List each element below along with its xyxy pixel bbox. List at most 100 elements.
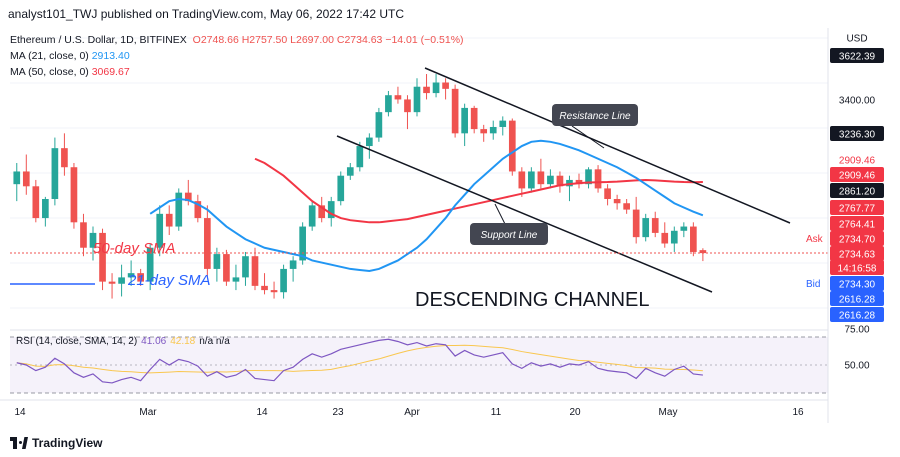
candle [42, 199, 49, 219]
candlesticks [13, 74, 707, 299]
time-tick: Apr [404, 407, 420, 418]
sma21-line [149, 139, 704, 273]
candle [270, 290, 278, 293]
price-label-timer: 14:16:58 [838, 264, 877, 275]
symbol-label: Ethereum / U.S. Dollar, 1D, BITFINEX [10, 34, 187, 46]
candle [613, 199, 621, 204]
candle [223, 254, 230, 282]
candle [99, 232, 106, 282]
candle [423, 86, 430, 94]
candle [508, 120, 516, 172]
candle [356, 146, 364, 168]
price-label-marker-bg [830, 126, 884, 141]
price-label-ask-bg [830, 231, 884, 246]
rsi-sma-value: 42.18 [170, 336, 195, 347]
resistance-callout [552, 104, 638, 126]
brand-name: TradingView [32, 436, 103, 450]
candle [594, 169, 602, 189]
candle [251, 256, 259, 286]
price-label-ma50-bg [830, 152, 884, 167]
ma21-label: MA (21, close, 0) [10, 50, 89, 62]
time-tick: 23 [332, 407, 344, 418]
rsi-label-text: RSI (14, close, SMA, 14, 2) [16, 336, 137, 347]
price-axis: 3622.39 USD 3400.00 3236.30 2909.46 2909.46 28… [806, 28, 884, 423]
candle [194, 201, 202, 219]
rsi-tick-75: 75.00 [844, 325, 869, 336]
candle [623, 203, 630, 210]
candle [289, 260, 297, 269]
candle [146, 247, 154, 282]
channel-title: DESCENDING CHANNEL [415, 289, 649, 311]
price-label-marker: 3236.30 [839, 130, 876, 141]
price-label-top: 3622.39 [839, 52, 876, 63]
candle [308, 205, 316, 227]
price-label-low-bg [830, 291, 884, 306]
candle [632, 209, 640, 238]
price-label-ask: 2734.70 [839, 235, 876, 246]
candle [204, 218, 211, 269]
price-label-ma50b: 2909.46 [839, 171, 876, 182]
time-tick: Mar [139, 407, 157, 418]
candle [51, 148, 59, 200]
candle [280, 268, 287, 293]
candle [156, 213, 164, 248]
candle [642, 218, 650, 238]
candle [680, 226, 688, 231]
candle [337, 175, 345, 202]
candle [651, 218, 659, 233]
candle [518, 171, 526, 189]
candle [575, 179, 583, 185]
sma21-label: 21-day SMA [127, 272, 211, 289]
candle [499, 120, 507, 127]
rsi-line [16, 338, 703, 384]
candle [108, 281, 116, 284]
candle [118, 277, 125, 284]
time-tick: 11 [491, 407, 502, 418]
support-line [336, 135, 713, 293]
candle [213, 254, 221, 269]
candle [699, 250, 707, 254]
price-label-bid-bg [830, 276, 884, 291]
chart-legend: Ethereum / U.S. Dollar, 1D, BITFINEX O27… [10, 32, 464, 80]
candle [585, 169, 592, 185]
price-label-bid: 2734.30 [839, 280, 876, 291]
candle [470, 107, 478, 130]
candle [556, 175, 564, 187]
ohlc-values: O2748.66 H2757.50 L2697.00 C2734.63 −14.… [192, 34, 464, 46]
candle [432, 82, 440, 94]
rsi-value: 41.06 [141, 336, 166, 347]
resistance-label: Resistance Line [559, 111, 631, 122]
candle [451, 88, 459, 134]
chart-area[interactable]: Resistance Line Support Line DESCENDING … [0, 28, 900, 428]
rsi-tick-50: 50.00 [844, 361, 869, 372]
time-tick: May [659, 407, 678, 418]
sma50-label: 50-day SMA [93, 240, 176, 257]
price-label-ma50b-bg [830, 167, 884, 182]
ma50-label: MA (50, close, 0) [10, 66, 89, 78]
grid-lines [10, 37, 828, 309]
support-pointer [494, 203, 506, 225]
candle [80, 222, 87, 248]
candle [165, 213, 173, 227]
price-chart[interactable]: Resistance Line Support Line DESCENDING … [0, 28, 900, 428]
time-tick: 14 [256, 407, 268, 418]
candle [690, 226, 697, 252]
candle [404, 99, 411, 113]
price-label-marker2: 2861.20 [839, 187, 876, 198]
candle [604, 188, 611, 200]
price-label-marker2-bg [830, 183, 884, 198]
tradingview-logo-icon [10, 437, 28, 449]
candle [346, 167, 354, 176]
candle [480, 129, 488, 134]
ask-tag: Ask [806, 234, 824, 245]
candle [127, 273, 135, 278]
price-label-high2-bg [830, 216, 884, 231]
resistance-pointer [571, 125, 605, 149]
support-label: Support Line [481, 230, 538, 241]
ma21-value: 2913.40 [91, 50, 130, 62]
ma50-value: 3069.67 [91, 66, 130, 78]
candle [137, 273, 144, 282]
price-label-high: 2767.77 [839, 204, 876, 215]
candle [32, 186, 40, 219]
candle [375, 112, 383, 138]
